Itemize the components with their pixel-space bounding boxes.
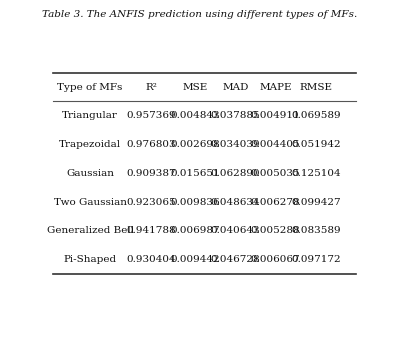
Text: 0.004405: 0.004405 bbox=[251, 140, 300, 149]
Text: RMSE: RMSE bbox=[299, 83, 332, 92]
Text: 0.957369: 0.957369 bbox=[126, 111, 176, 120]
Text: 0.006278: 0.006278 bbox=[251, 198, 300, 207]
Text: 0.006067: 0.006067 bbox=[251, 255, 300, 264]
Text: 0.097172: 0.097172 bbox=[291, 255, 341, 264]
Text: 0.015651: 0.015651 bbox=[170, 169, 220, 178]
Text: 0.006987: 0.006987 bbox=[170, 226, 220, 235]
Text: 0.062890: 0.062890 bbox=[211, 169, 260, 178]
Text: 0.005288: 0.005288 bbox=[251, 226, 300, 235]
Text: Two Gaussian: Two Gaussian bbox=[53, 198, 126, 207]
Text: Pi-Shaped: Pi-Shaped bbox=[63, 255, 117, 264]
Text: 0.083589: 0.083589 bbox=[291, 226, 341, 235]
Text: 0.976803: 0.976803 bbox=[126, 140, 176, 149]
Text: Triangular: Triangular bbox=[62, 111, 118, 120]
Text: 0.009442: 0.009442 bbox=[170, 255, 220, 264]
Text: 0.048634: 0.048634 bbox=[211, 198, 260, 207]
Text: MAPE: MAPE bbox=[259, 83, 292, 92]
Text: 0.125104: 0.125104 bbox=[291, 169, 341, 178]
Text: 0.046728: 0.046728 bbox=[211, 255, 260, 264]
Text: Gaussian: Gaussian bbox=[66, 169, 114, 178]
Text: 0.040643: 0.040643 bbox=[211, 226, 260, 235]
Text: 0.005035: 0.005035 bbox=[251, 169, 300, 178]
Text: Generalized Bell: Generalized Bell bbox=[47, 226, 134, 235]
Text: MSE: MSE bbox=[183, 83, 208, 92]
Text: 0.004843: 0.004843 bbox=[170, 111, 220, 120]
Text: MAD: MAD bbox=[222, 83, 249, 92]
Text: R²: R² bbox=[145, 83, 157, 92]
Text: 0.037885: 0.037885 bbox=[211, 111, 260, 120]
Text: Trapezoidal: Trapezoidal bbox=[59, 140, 121, 149]
Text: Type of MFs: Type of MFs bbox=[57, 83, 123, 92]
Text: 0.941788: 0.941788 bbox=[126, 226, 176, 235]
Text: 0.004911: 0.004911 bbox=[251, 111, 300, 120]
Text: 0.909387: 0.909387 bbox=[126, 169, 176, 178]
Text: 0.002698: 0.002698 bbox=[170, 140, 220, 149]
Text: 0.923065: 0.923065 bbox=[126, 198, 176, 207]
Text: 0.009836: 0.009836 bbox=[170, 198, 220, 207]
Text: 0.930404: 0.930404 bbox=[126, 255, 176, 264]
Text: 0.051942: 0.051942 bbox=[291, 140, 341, 149]
Text: 0.099427: 0.099427 bbox=[291, 198, 341, 207]
Text: 0.069589: 0.069589 bbox=[291, 111, 341, 120]
Text: 0.034039: 0.034039 bbox=[211, 140, 260, 149]
Text: Table 3. The ANFIS prediction using different types of MFs.: Table 3. The ANFIS prediction using diff… bbox=[42, 10, 357, 19]
